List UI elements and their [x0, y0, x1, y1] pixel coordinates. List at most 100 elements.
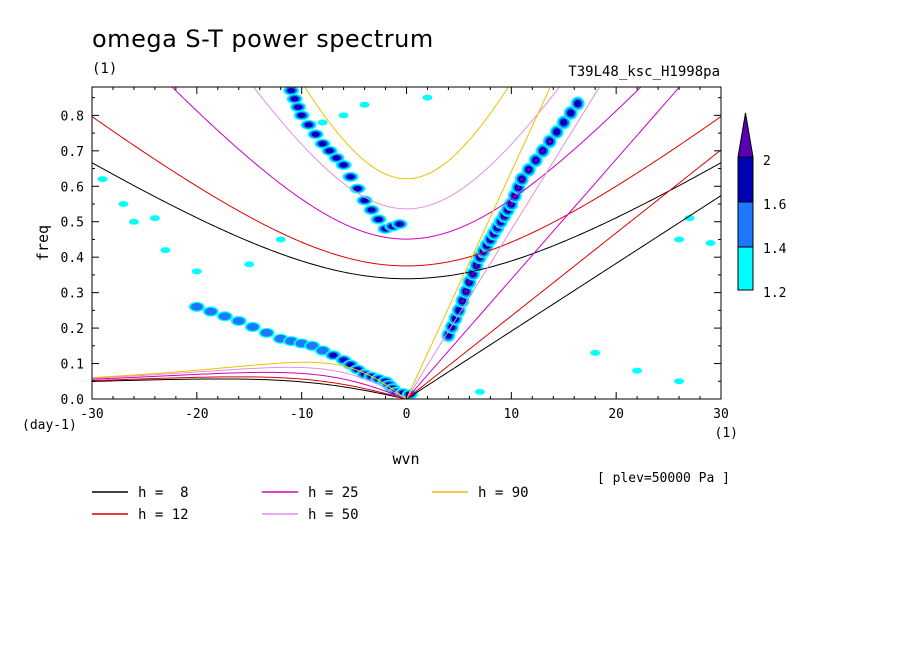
contour-speck — [632, 367, 643, 374]
contour-speck — [244, 261, 255, 268]
contour-blob — [540, 148, 545, 153]
ig-curve-h90 — [304, 87, 509, 180]
x-unit-label: (1) — [715, 426, 738, 441]
contour-blob — [395, 221, 404, 227]
contour-speck — [359, 101, 370, 108]
contour-blob — [306, 342, 319, 350]
contour-blob — [470, 271, 475, 276]
contour-speck — [149, 215, 160, 222]
contour-blob — [526, 167, 531, 172]
colorbar-label: 1.6 — [763, 198, 786, 213]
colorbar-label: 2 — [763, 154, 771, 169]
y-axis-label: freq — [34, 225, 52, 261]
legend-label: h = 8 — [138, 485, 189, 501]
ig-curve-h8 — [92, 162, 721, 280]
contour-speck — [118, 201, 129, 207]
contour-blob — [190, 303, 203, 311]
contour-blob — [553, 128, 561, 136]
legend: h = 8 h = 12 h = 25 h = 50 h = 90 — [92, 485, 529, 523]
ig-curve-h12 — [92, 116, 721, 267]
contour-speck — [191, 268, 202, 275]
contour-blob — [567, 109, 575, 117]
contour-blob — [460, 298, 465, 303]
rossby-curve-h12 — [92, 376, 407, 399]
x-tick-label: -30 — [80, 407, 103, 422]
legend-label: h = 90 — [478, 485, 529, 501]
x-tick-label: -20 — [185, 407, 208, 422]
rossby-curve-h90 — [92, 361, 407, 399]
contour-speck — [674, 236, 685, 243]
dispersion-curves — [92, 87, 721, 399]
colorbar-label: 1.4 — [763, 242, 787, 257]
contour-blob — [509, 202, 514, 206]
contour-blob — [512, 193, 517, 198]
contour-speck — [275, 236, 286, 243]
y-tick-label: 0.7 — [61, 145, 84, 160]
contour-blob — [218, 312, 231, 321]
contour-blob — [297, 112, 306, 118]
contour-blob — [318, 141, 327, 147]
colorbar-segment — [737, 156, 754, 203]
contour-blob — [346, 174, 355, 180]
y-tick-label: 0.2 — [61, 322, 84, 337]
contour-blob — [533, 158, 538, 163]
colorbar-segment — [737, 244, 754, 291]
colorbar-segment — [737, 201, 754, 248]
chart-subtitle-right: T39L48_ksc_H1998pa — [568, 64, 720, 80]
contour-blob — [374, 216, 383, 222]
contour-blob — [353, 186, 362, 192]
chart-subtitle-left: (1) — [92, 61, 117, 77]
rossby-curve-h50 — [92, 366, 407, 399]
y-tick-label: 0.0 — [61, 393, 84, 408]
contour-blob — [367, 207, 376, 213]
contour-speck — [317, 119, 328, 126]
contour-speck — [338, 112, 349, 119]
x-axis-label: wvn — [392, 450, 419, 468]
contour-blob — [547, 139, 552, 144]
colorbar: 1.2 1.4 1.6 2 — [737, 112, 787, 301]
y-unit-label: (day-1) — [22, 418, 77, 433]
kelvin-curve-h12 — [406, 149, 721, 399]
contour-blob — [232, 317, 245, 325]
y-tick-label: 0.5 — [61, 216, 84, 231]
colorbar-label: 1.2 — [763, 286, 786, 301]
kelvin-curve-h25 — [406, 87, 681, 399]
contour-speck — [590, 349, 601, 356]
contour-blob — [516, 185, 521, 190]
axis-ticks: -30 -20 -10 0 10 20 30 0.0 0.1 0.2 0.3 0.4 0.5 0.6 0.7… — [61, 87, 729, 422]
level-note: [ plev=50000 Pa ] — [597, 471, 730, 486]
contour-blob — [574, 99, 582, 108]
y-tick-label: 0.8 — [61, 109, 84, 124]
ig-curve-h50 — [252, 87, 561, 210]
contour-speck — [674, 378, 685, 385]
chart-title: omega S-T power spectrum — [92, 25, 434, 53]
contour-speck — [160, 247, 171, 254]
contour-blob — [560, 118, 568, 127]
kelvin-curve-h50 — [406, 87, 601, 399]
y-tick-label: 0.6 — [61, 180, 84, 195]
contour-blob — [463, 289, 468, 294]
contour-speck — [422, 94, 433, 101]
legend-label: h = 12 — [138, 507, 189, 523]
contour-speck — [97, 176, 108, 183]
x-tick-label: -10 — [290, 407, 313, 422]
ig-curve-h25 — [171, 87, 642, 240]
contour-speck — [705, 240, 716, 246]
contour-blob — [287, 87, 296, 94]
legend-label: h = 25 — [308, 485, 359, 501]
contour-blob — [204, 307, 217, 316]
contour-blob — [260, 329, 273, 337]
contour-speck — [684, 215, 695, 222]
contour-blob — [467, 280, 472, 284]
colorbar-extend-arrow — [737, 112, 754, 158]
contour-blob — [332, 155, 341, 161]
contour-blob — [246, 323, 259, 331]
y-tick-label: 0.3 — [61, 287, 84, 302]
rossby-curve-h8 — [92, 378, 407, 399]
rossby-curve-h25 — [92, 371, 407, 399]
contour-blob — [316, 346, 329, 355]
contour-speck — [128, 218, 139, 225]
contour-blob — [294, 104, 303, 110]
contour-blob — [304, 122, 313, 128]
